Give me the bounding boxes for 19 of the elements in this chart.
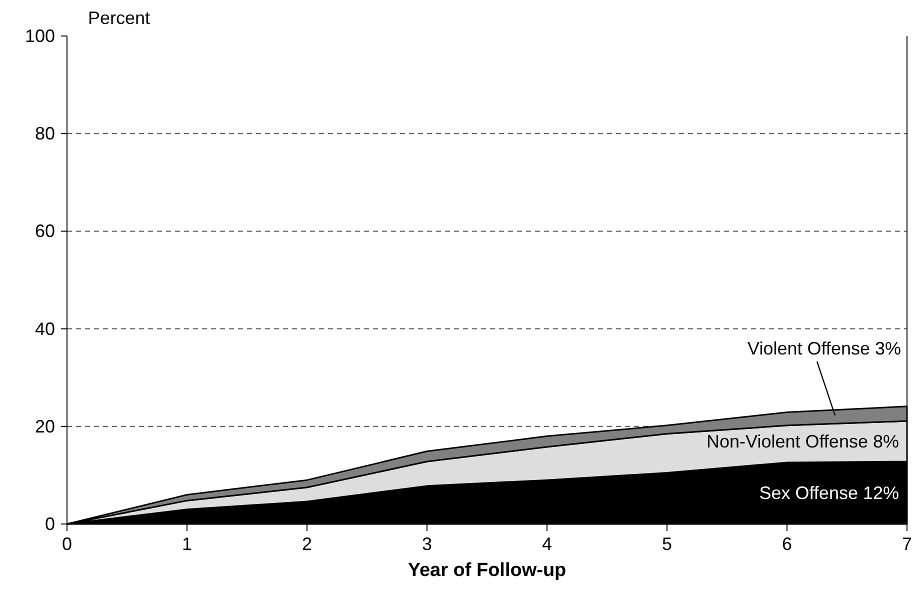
series-label: Sex Offense 12% <box>759 482 899 503</box>
text: Violent Offense 3% <box>748 338 901 358</box>
y-tick-label: 60 <box>34 221 55 242</box>
y-axis-title: Percent <box>88 8 150 28</box>
x-tick-label: 5 <box>662 534 672 554</box>
x-tick-label: 2 <box>302 534 312 554</box>
x-tick-label: 6 <box>782 534 792 554</box>
y-tick-label: 0 <box>44 514 55 534</box>
y-tick-label: 40 <box>34 318 55 339</box>
y-tick-label: 20 <box>34 416 55 436</box>
x-tick-label: 0 <box>62 534 72 554</box>
x-tick-label: 4 <box>542 534 552 554</box>
series-label: Non-Violent Offense 8% <box>706 431 899 452</box>
y-tick-label: 80 <box>34 124 55 144</box>
x-tick-label: 1 <box>182 534 192 554</box>
x-tick-label: 7 <box>902 534 912 554</box>
x-axis-title: Year of Follow-up <box>408 560 566 581</box>
x-tick-label: 3 <box>422 534 432 554</box>
y-tick-label: 100 <box>24 26 55 46</box>
